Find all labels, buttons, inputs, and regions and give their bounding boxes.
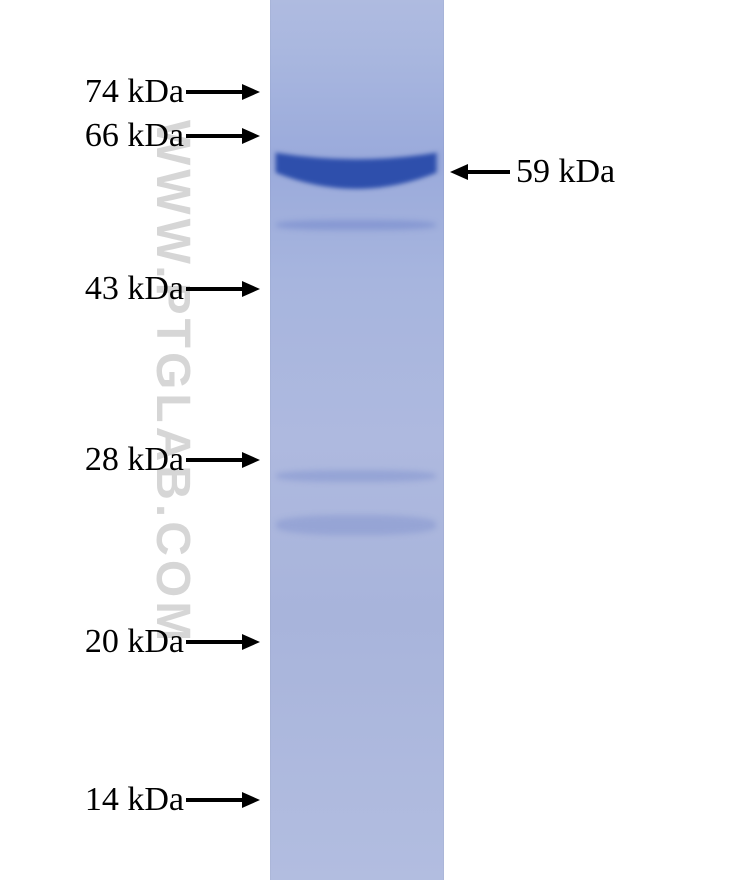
mw-marker: 43 kDa — [66, 272, 260, 306]
arrow-right-icon — [242, 84, 260, 100]
arrow-right-icon — [242, 281, 260, 297]
arrow-right-icon — [242, 128, 260, 144]
gel-image: WWW.PTGLAB.COM 59 kDa 74 kDa 66 kDa 43 kDa… — [0, 0, 740, 880]
mw-marker-label: 66 kDa — [66, 119, 184, 153]
protein-faint-band — [276, 220, 436, 230]
arrow-right-icon — [242, 792, 260, 808]
band-label-text: 59 kDa — [516, 155, 615, 189]
arrow-shaft — [186, 134, 242, 138]
arrow-shaft — [468, 170, 510, 174]
watermark-text: WWW.PTGLAB.COM — [145, 120, 200, 645]
arrow-right-icon — [242, 452, 260, 468]
mw-marker-label: 14 kDa — [66, 783, 184, 817]
arrow-shaft — [186, 798, 242, 802]
mw-marker-label: 74 kDa — [66, 75, 184, 109]
protein-faint-band — [276, 470, 436, 482]
mw-marker: 20 kDa — [66, 625, 260, 659]
mw-marker-label: 28 kDa — [66, 443, 184, 477]
mw-marker: 74 kDa — [66, 75, 260, 109]
protein-faint-band — [276, 515, 436, 535]
arrow-shaft — [186, 90, 242, 94]
mw-marker: 14 kDa — [66, 783, 260, 817]
mw-marker-label: 20 kDa — [66, 625, 184, 659]
mw-marker-label: 43 kDa — [66, 272, 184, 306]
protein-main-band — [276, 150, 436, 206]
mw-marker: 66 kDa — [66, 119, 260, 153]
arrow-shaft — [186, 287, 242, 291]
gel-lane — [270, 0, 444, 880]
mw-marker: 28 kDa — [66, 443, 260, 477]
arrow-shaft — [186, 458, 242, 462]
arrow-shaft — [186, 640, 242, 644]
arrow-left-icon — [450, 164, 468, 180]
arrow-right-icon — [242, 634, 260, 650]
band-size-label: 59 kDa — [450, 155, 615, 189]
